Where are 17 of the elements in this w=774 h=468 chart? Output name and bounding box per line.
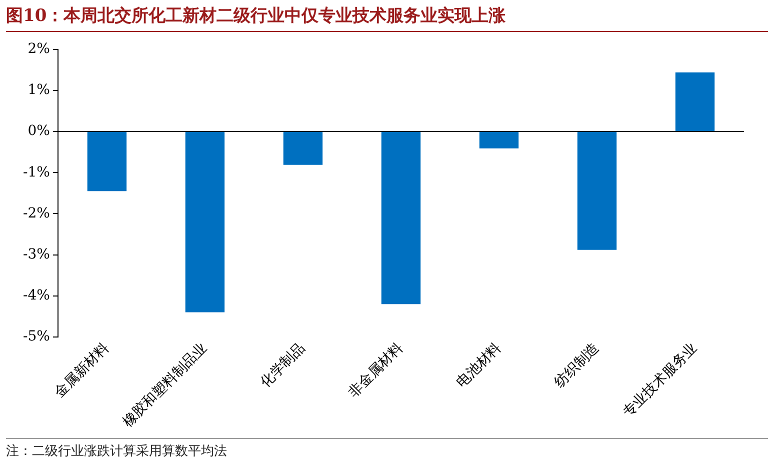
x-tick-label: 非金属材料 (346, 340, 406, 401)
y-tick-label: -1% (22, 164, 50, 180)
y-tick-label: 0% (28, 123, 50, 140)
y-tick-label: -5% (22, 328, 50, 345)
text: 注：二级行业涨跌计算采用算数平均法 (6, 438, 768, 460)
x-tick-label: 橡胶和塑料制品业 (120, 340, 210, 430)
x-tick-label: 化学制品 (257, 340, 308, 391)
y-tick-label: -4% (22, 287, 50, 304)
y-tick-label: 1% (28, 82, 50, 98)
x-tick-label: 电池材料 (453, 340, 504, 391)
x-tick-label: 纺织制造 (551, 340, 602, 391)
y-tick-label: 2% (28, 41, 50, 58)
x-tick-label: 专业技术服务业 (620, 340, 700, 421)
chart-title: 图10：本周北交所化工新材二级行业中仅专业技术服务业实现上涨 (6, 4, 768, 32)
y-tick-label: -2% (22, 205, 50, 222)
x-tick-label: 金属新材料 (52, 340, 112, 401)
y-tick-label: -3% (22, 246, 50, 262)
